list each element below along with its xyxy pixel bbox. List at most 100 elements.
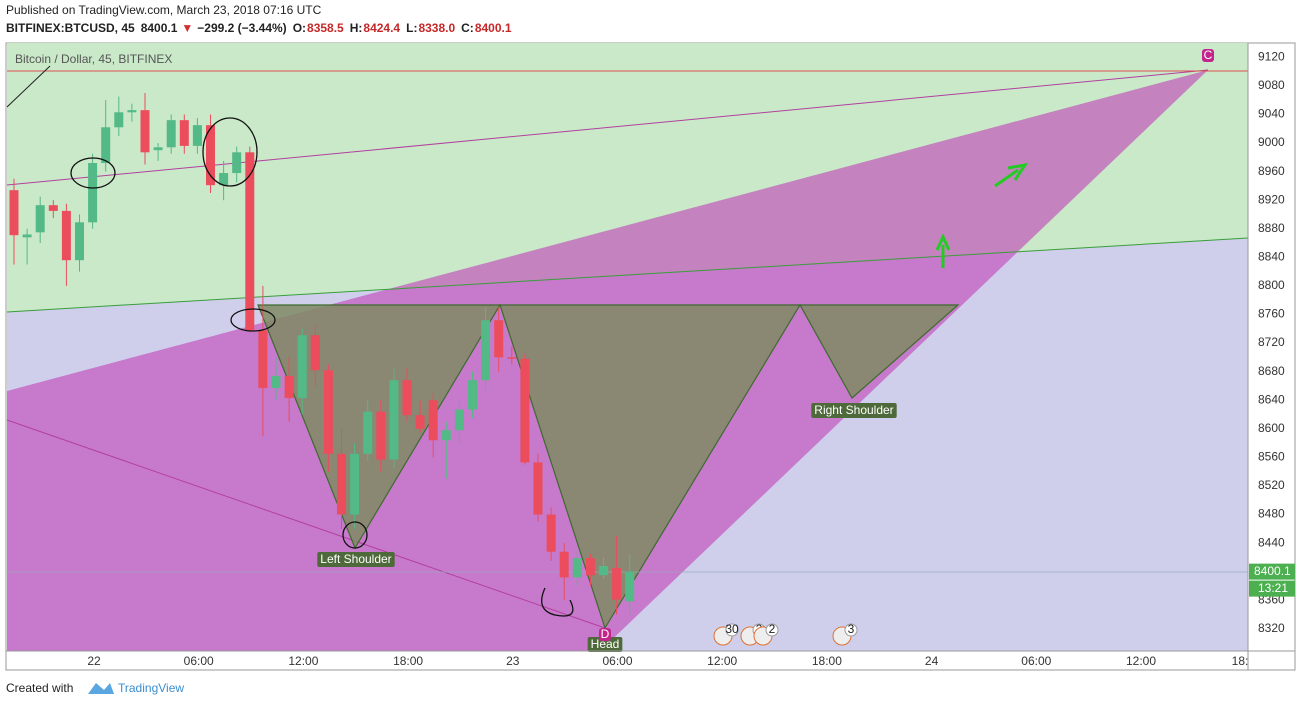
candle-body xyxy=(520,358,530,463)
circle xyxy=(70,157,116,189)
y-tick-label: 9120 xyxy=(1258,49,1285,63)
circle xyxy=(230,308,276,332)
candle-body xyxy=(245,152,255,331)
candle-body xyxy=(599,565,608,576)
candle-body xyxy=(258,330,268,389)
circle xyxy=(342,521,368,549)
candle-body xyxy=(468,380,477,410)
candle-body xyxy=(402,380,412,416)
ohlc-value: 8358.5 xyxy=(307,21,344,35)
symbol-line: BITFINEX:BTCUSD, 45 8400.1 ▼ −299.2 (−3.44%… xyxy=(6,21,512,35)
candle-body xyxy=(376,411,386,460)
candle-body xyxy=(166,120,176,148)
arrow-up xyxy=(935,233,951,268)
candle-body xyxy=(337,453,346,515)
y-tick-label: 8760 xyxy=(1258,307,1285,321)
last-price: 8400.1 xyxy=(141,21,178,35)
candle-body xyxy=(101,127,111,164)
logo xyxy=(88,683,114,694)
ohlc-label: H: xyxy=(350,21,363,35)
arrow-diag xyxy=(994,162,1029,188)
candle-body xyxy=(441,430,451,441)
x-tick-label: 12:00 xyxy=(288,654,318,668)
candle-body xyxy=(22,234,32,238)
x-tick-label: 06:00 xyxy=(1021,654,1051,668)
fan-line xyxy=(6,419,606,629)
candle-body xyxy=(454,409,464,431)
symbol: BITFINEX:BTCUSD, 45 xyxy=(6,21,135,35)
y-tick-label: 8320 xyxy=(1258,621,1285,635)
candle-body xyxy=(533,462,543,515)
point-marker-label: C xyxy=(1204,48,1213,62)
change-arrow: ▼ xyxy=(181,21,193,35)
y-tick-label: 8560 xyxy=(1258,450,1285,464)
event-count: 2 xyxy=(769,622,776,636)
y-tick-label: 9040 xyxy=(1258,107,1285,121)
change: −299.2 (−3.44%) xyxy=(197,21,286,35)
annotation-label: Right Shoulder xyxy=(814,403,893,417)
x-tick-label: 18: xyxy=(1232,654,1249,668)
event-count-bg xyxy=(765,623,779,637)
y-tick-label: 8920 xyxy=(1258,192,1285,206)
candle-body xyxy=(219,173,229,186)
candle-body xyxy=(494,320,504,358)
point-marker-label: D xyxy=(601,627,610,641)
scribble xyxy=(541,587,574,617)
hand-drawings xyxy=(70,117,574,617)
annotation-label: Head xyxy=(591,637,620,651)
y-tick-label: 8840 xyxy=(1258,250,1285,264)
annotation-label: Left Shoulder xyxy=(320,552,391,566)
candle-body xyxy=(48,205,58,211)
point-marker xyxy=(1202,49,1214,62)
candle-body xyxy=(428,400,438,441)
candle-body xyxy=(206,125,215,186)
ohlc-value: 8338.0 xyxy=(418,21,455,35)
y-tick-label: 8680 xyxy=(1258,364,1285,378)
point-marker xyxy=(599,628,611,641)
y-tick-label: 8440 xyxy=(1258,535,1285,549)
footer-text: Created with xyxy=(6,681,73,695)
footer-brand[interactable]: TradingView xyxy=(118,681,184,695)
y-tick-label: 8720 xyxy=(1258,335,1285,349)
candle-body xyxy=(75,222,84,261)
candle-body xyxy=(284,375,294,399)
event-count: 30 xyxy=(725,622,739,636)
x-tick-label: 12:00 xyxy=(1126,654,1156,668)
candle-body xyxy=(310,335,320,371)
y-tick-label: 8880 xyxy=(1258,221,1285,235)
candle-body xyxy=(350,453,360,515)
annotation-box xyxy=(587,637,623,652)
candle-body xyxy=(546,514,556,552)
candle-body xyxy=(389,380,399,460)
head-shoulders-pattern xyxy=(257,303,960,630)
countdown: 13:21 xyxy=(1258,581,1288,595)
x-tick-label: 06:00 xyxy=(184,654,214,668)
y-tick-label: 8960 xyxy=(1258,164,1285,178)
candle-body xyxy=(179,120,189,146)
candle-body xyxy=(140,110,150,153)
y-tick-label: 9000 xyxy=(1258,135,1285,149)
published-line: Published on TradingView.com, March 23, … xyxy=(6,3,322,17)
price-box xyxy=(1249,563,1295,580)
candle-body xyxy=(572,558,582,578)
ohlc-label: C: xyxy=(461,21,474,35)
candle-body xyxy=(9,190,19,236)
black-line xyxy=(6,65,51,108)
x-tick-label: 18:00 xyxy=(393,654,423,668)
x-tick-label: 24 xyxy=(925,654,939,668)
ohlc-label: L: xyxy=(406,21,417,35)
x-tick-label: 12:00 xyxy=(707,654,737,668)
event-count-bg xyxy=(844,623,858,637)
annotation-box xyxy=(811,403,897,418)
event-count: 3 xyxy=(848,622,855,636)
candle-body xyxy=(612,568,622,600)
y-tick-label: 8800 xyxy=(1258,278,1285,292)
candle-body xyxy=(35,205,45,233)
ohlc-value: 8400.1 xyxy=(475,21,512,35)
candle-body xyxy=(507,357,517,359)
candle-body xyxy=(559,551,569,578)
legend-title: Bitcoin / Dollar, 45, BITFINEX xyxy=(15,52,172,66)
candle-body xyxy=(625,571,635,602)
